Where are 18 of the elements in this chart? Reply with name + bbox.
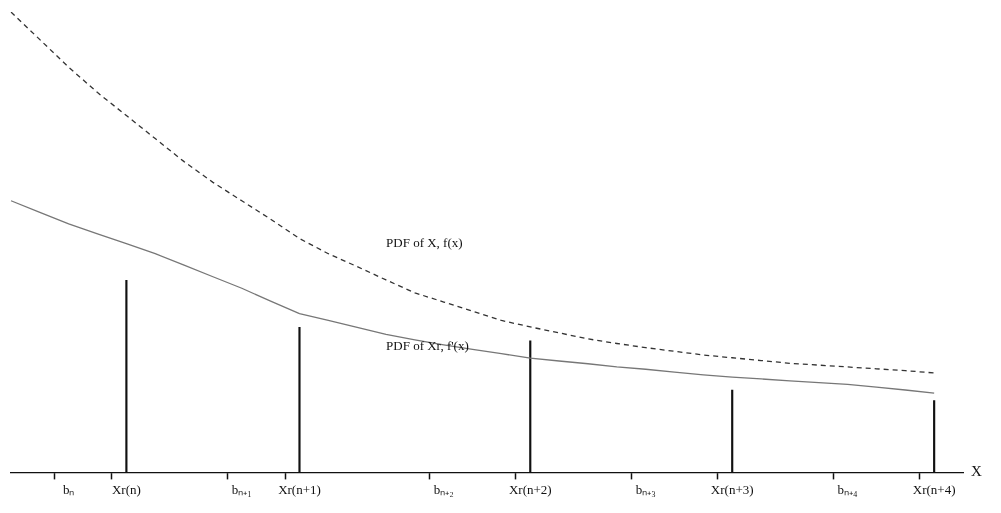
x-tick-label: Xr(n+2)	[508, 481, 552, 497]
bar	[933, 400, 936, 473]
x-tick-label: Xr(n+4)	[912, 481, 956, 497]
x-axis-title: X	[971, 463, 982, 480]
x-tick-label: Xr(n+3)	[710, 481, 754, 497]
x-tick-label: bₙ₊₃	[635, 481, 656, 497]
x-tick-label: bₙ	[62, 481, 75, 497]
text: PDF of X, f(x)	[386, 234, 463, 250]
x-tick-label: bₙ₊₂	[433, 481, 454, 497]
bar	[125, 280, 128, 473]
series-label: PDF of Xr, f'(x)	[386, 338, 469, 354]
bar	[731, 389, 734, 473]
x-tick-label: bₙ₊₁	[231, 481, 252, 497]
bar	[529, 340, 532, 473]
bar	[298, 327, 301, 473]
x-tick-label: bₙ₊₄	[837, 481, 859, 497]
x-tick-label: Xr(n+1)	[278, 481, 321, 497]
x-tick-label: Xr(n)	[111, 481, 141, 497]
